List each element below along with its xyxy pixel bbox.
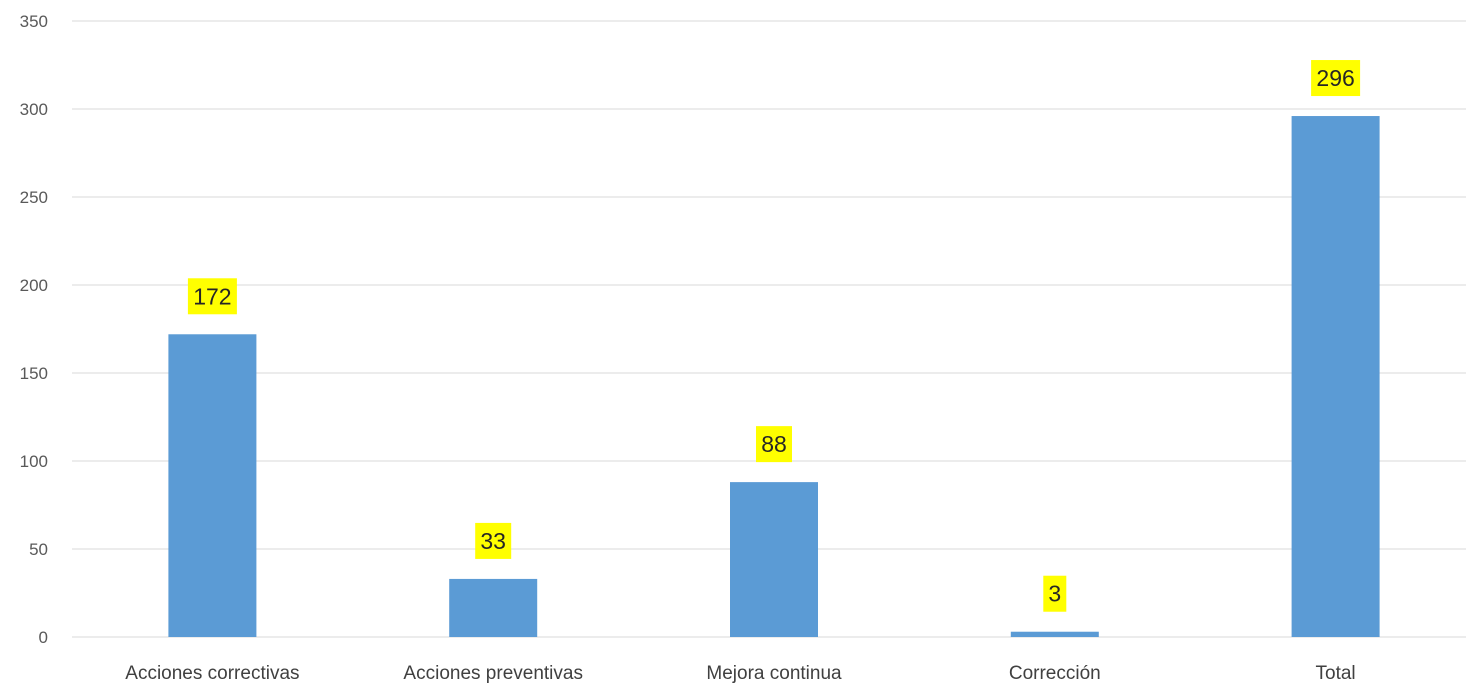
data-label: 88 [756,426,792,463]
data-label-text: 88 [761,431,787,457]
x-category-label: Acciones correctivas [125,663,299,684]
x-category-label: Corrección [1009,663,1101,684]
data-label-text: 33 [480,528,506,554]
data-label-text: 172 [193,283,231,309]
data-label: 172 [187,278,237,315]
data-label: 296 [1311,60,1361,97]
x-category-label: Mejora continua [706,663,842,684]
data-label-text: 296 [1316,65,1354,91]
bars [168,116,1380,638]
data-labels: 172 33 88 3 296 [187,60,1361,612]
y-tick-label: 300 [20,100,48,119]
x-category-label: Acciones preventivas [403,663,583,684]
bar [1010,631,1099,637]
x-axis-category-labels: Acciones correctivas Acciones preventivas… [125,663,1355,684]
y-tick-label: 150 [20,364,48,383]
y-tick-label: 350 [20,12,48,31]
bar [1291,116,1380,638]
data-label: 33 [475,522,512,559]
data-label-background [475,522,512,559]
data-label-background [1043,575,1067,612]
y-axis-tick-labels: 0 50 100 150 200 250 300 350 [20,12,48,647]
y-tick-label: 250 [20,188,48,207]
y-tick-label: 100 [20,452,48,471]
data-label-background [187,278,237,315]
x-category-label: Total [1316,663,1356,684]
data-label-background [1311,60,1361,97]
y-tick-label: 50 [29,540,48,559]
y-tick-label: 200 [20,276,48,295]
data-label-background [756,426,792,463]
data-label: 3 [1043,575,1067,612]
data-label-text: 3 [1048,581,1061,607]
bar [168,334,257,637]
y-tick-label: 0 [39,628,48,647]
bar [449,578,538,637]
bar [730,482,818,637]
